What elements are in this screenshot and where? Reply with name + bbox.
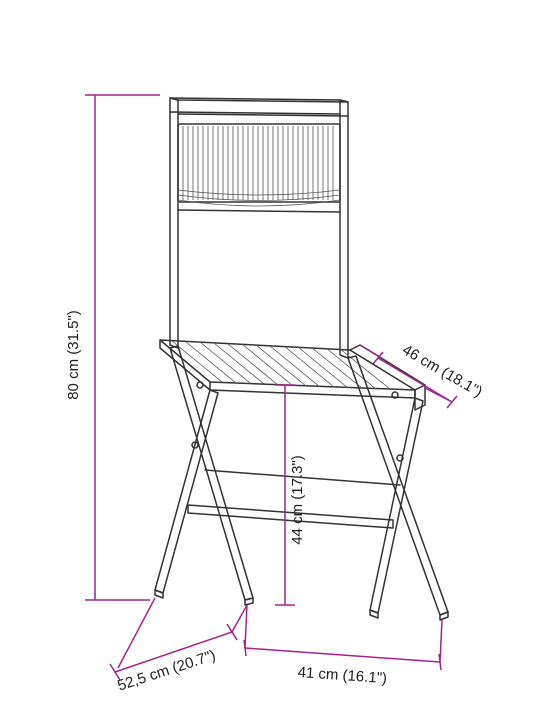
- seat-height-in: (17.3"): [289, 455, 306, 500]
- diagram-svg: 80 cm (31.5") 44 cm (17.3") 52,5 cm (20.…: [0, 0, 540, 720]
- seat-depth-cm: 46 cm: [399, 341, 443, 376]
- svg-text:41 cm (16.1"): 41 cm (16.1"): [297, 664, 388, 687]
- dimension-labels: 80 cm (31.5") 44 cm (17.3") 52,5 cm (20.…: [65, 310, 485, 694]
- svg-text:80 cm (31.5"): 80 cm (31.5"): [65, 310, 82, 400]
- width-in: (16.1"): [342, 667, 388, 687]
- seat-depth-in: (18.1"): [438, 364, 485, 401]
- height-cm: 80 cm: [65, 359, 82, 400]
- seat-height-cm: 44 cm: [289, 504, 306, 545]
- chair-dimension-diagram: 80 cm (31.5") 44 cm (17.3") 52,5 cm (20.…: [0, 0, 540, 720]
- svg-text:44 cm (17.3"): 44 cm (17.3"): [289, 455, 306, 545]
- height-in: (31.5"): [65, 310, 82, 355]
- depth-cm: 52,5 cm: [115, 662, 171, 695]
- dimension-lines: [85, 95, 457, 680]
- svg-text:46 cm (18.1"): 46 cm (18.1"): [399, 341, 485, 400]
- width-cm: 41 cm: [297, 664, 339, 684]
